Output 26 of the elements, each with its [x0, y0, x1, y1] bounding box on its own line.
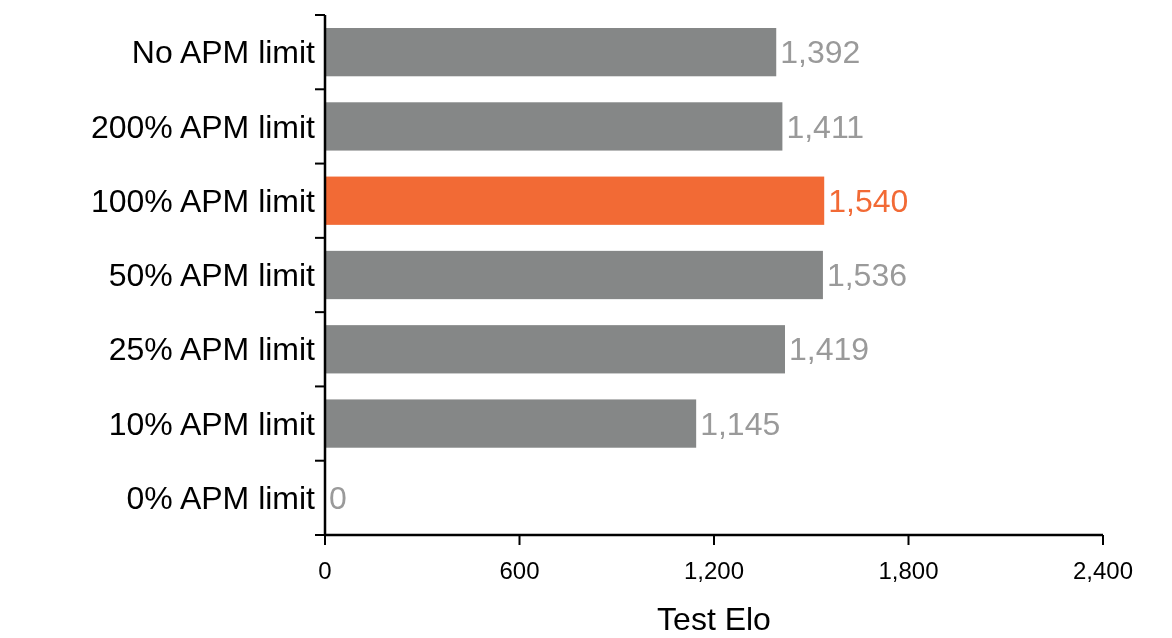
x-tick-label: 2,400: [1072, 557, 1134, 584]
y-tick-label: No APM limit: [131, 34, 316, 71]
data-label: 1,411: [786, 108, 865, 145]
y-tick-label: 0% APM limit: [126, 480, 316, 517]
data-label: 1,540: [828, 182, 909, 219]
bar: [325, 399, 697, 448]
bar: [325, 102, 783, 151]
x-tick-label: 1,800: [878, 557, 939, 584]
y-tick-label: 10% APM limit: [108, 405, 316, 442]
data-label: 1,392: [780, 34, 861, 71]
y-tick-label: 200% APM limit: [90, 108, 316, 145]
data-label: 1,419: [788, 331, 870, 368]
bar: [325, 325, 785, 374]
bar: [325, 28, 777, 77]
data-label: 0: [329, 480, 347, 517]
y-tick-label: 100% APM limit: [90, 182, 316, 219]
bar: [325, 250, 823, 300]
y-tick-label: 50% APM limit: [108, 257, 316, 294]
x-axis-title: Test Elo: [657, 601, 771, 637]
x-tick-label: 600: [499, 557, 540, 584]
data-label: 1,145: [700, 405, 781, 442]
data-label: 1,536: [826, 257, 907, 294]
y-tick-label: 25% APM limit: [108, 331, 316, 368]
x-tick-label: 1,200: [683, 557, 745, 584]
bar: [325, 176, 825, 225]
x-tick-label: 0: [318, 557, 332, 584]
